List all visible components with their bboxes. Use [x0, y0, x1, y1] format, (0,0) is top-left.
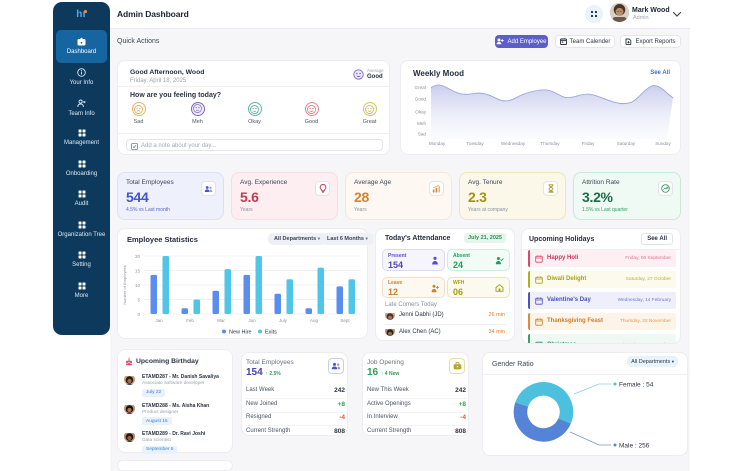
svg-text:Mar: Mar [217, 318, 225, 323]
svg-text:Jun: Jun [248, 318, 256, 323]
svg-text:Saturday: Saturday [617, 141, 636, 146]
svg-text:Wednesday: Wednesday [501, 141, 526, 146]
svg-text:Feb: Feb [186, 318, 194, 323]
svg-text:Sept: Sept [340, 318, 350, 323]
svg-text:20: 20 [135, 254, 141, 259]
svg-text:Friday: Friday [582, 141, 595, 146]
svg-text:Monday: Monday [429, 141, 446, 146]
svg-text:New Hire: New Hire [229, 330, 252, 336]
svg-text:5: 5 [137, 298, 140, 303]
svg-text:Male : 256: Male : 256 [619, 443, 650, 450]
svg-text:10: 10 [135, 283, 141, 288]
svg-text:Sad: Sad [418, 132, 427, 137]
svg-text:Good: Good [415, 97, 427, 102]
svg-text:Sunday: Sunday [655, 141, 671, 146]
svg-text:Female : 54: Female : 54 [619, 382, 654, 389]
svg-text:0: 0 [137, 312, 140, 317]
svg-text:Tuesday: Tuesday [466, 141, 484, 146]
svg-text:Exits: Exits [265, 330, 277, 336]
svg-text:Great: Great [415, 85, 427, 90]
svg-text:Thursday: Thursday [540, 141, 560, 146]
svg-text:Number of Employees: Number of Employees [122, 265, 127, 305]
svg-text:15: 15 [135, 269, 141, 274]
svg-text:Meh: Meh [417, 121, 426, 126]
svg-text:Aug: Aug [310, 318, 319, 323]
svg-text:Okay: Okay [415, 110, 426, 115]
svg-text:July: July [279, 318, 288, 323]
svg-text:Jan: Jan [155, 318, 163, 323]
